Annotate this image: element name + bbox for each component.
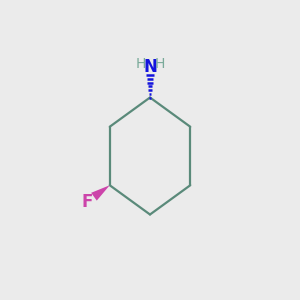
Text: N: N: [143, 58, 157, 76]
Text: H: H: [135, 57, 146, 70]
Text: F: F: [82, 193, 93, 211]
Polygon shape: [91, 185, 110, 201]
Text: H: H: [154, 57, 165, 70]
